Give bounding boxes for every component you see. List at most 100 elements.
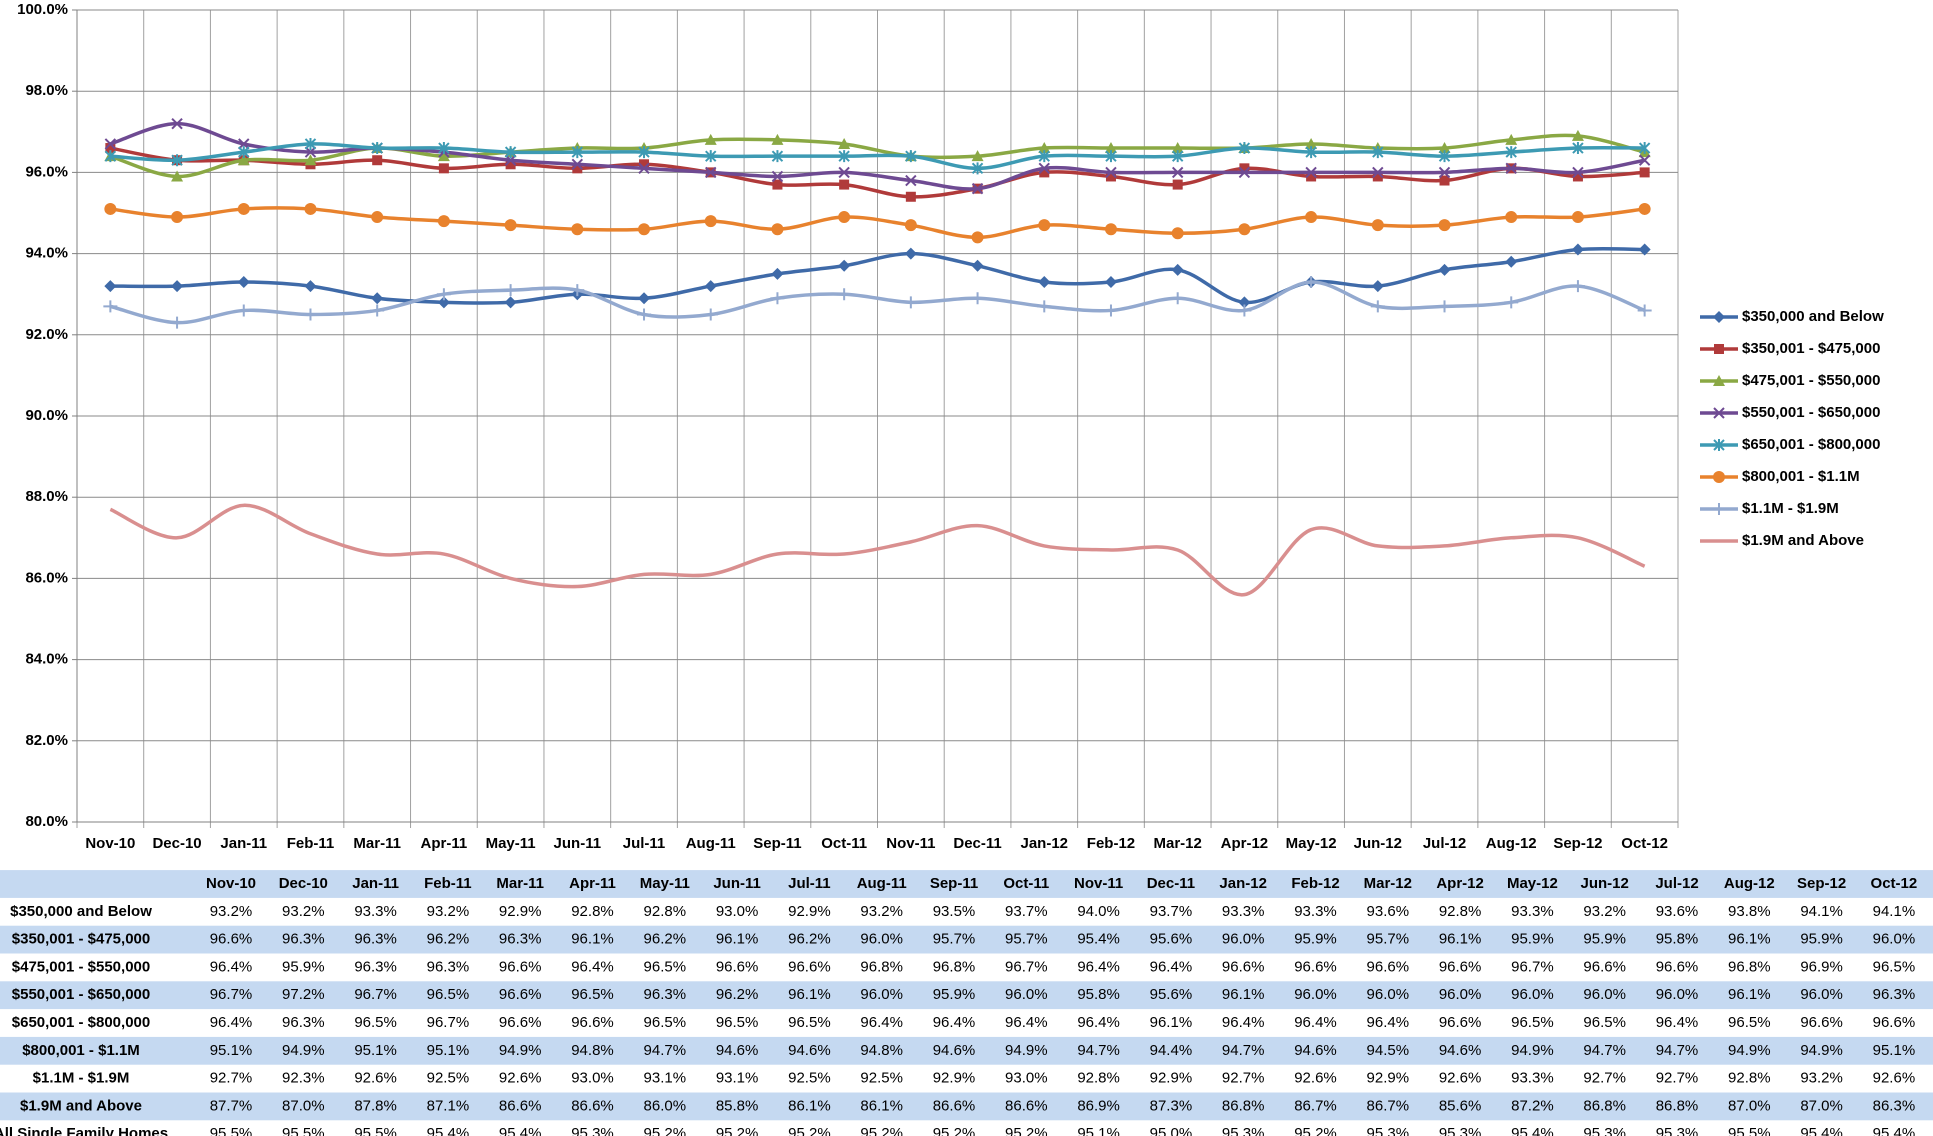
table-header: Mar-11: [496, 875, 544, 892]
legend-marker: [1714, 344, 1724, 354]
data-point: [304, 280, 317, 293]
table-cell: 96.6%: [499, 986, 542, 1003]
table-cell: 96.4%: [571, 958, 614, 975]
table-cell: 96.9%: [1800, 958, 1843, 975]
table-cell: 93.2%: [860, 903, 903, 920]
table-cell: 93.8%: [1728, 903, 1771, 920]
table-header: Jan-12: [1219, 875, 1267, 892]
legend-marker: [1712, 503, 1726, 515]
y-tick-label: 98.0%: [25, 82, 68, 99]
x-tick-label: Mar-12: [1154, 835, 1202, 852]
table-cell: 92.6%: [1873, 1070, 1916, 1087]
data-point: [770, 292, 785, 305]
data-point: [639, 159, 650, 170]
table-cell: 86.6%: [933, 1097, 976, 1114]
table-cell: 95.5%: [210, 1125, 253, 1136]
table-cell: 95.2%: [644, 1125, 687, 1136]
data-point: [971, 231, 984, 244]
table-cell: 87.0%: [1800, 1097, 1843, 1114]
table-cell: 85.8%: [716, 1097, 759, 1114]
table-cell: 96.1%: [1728, 931, 1771, 948]
x-tick-label: Feb-12: [1087, 835, 1135, 852]
data-point: [371, 292, 384, 305]
table-cell: 96.0%: [1222, 931, 1265, 948]
table-cell: 96.4%: [1656, 1014, 1699, 1031]
table-cell: 95.5%: [282, 1125, 325, 1136]
data-point: [371, 211, 384, 224]
table-cell: 92.9%: [1367, 1070, 1410, 1087]
series-line: [110, 206, 1645, 240]
table-row-bg: [0, 981, 1933, 1010]
table-row-bg: [0, 1092, 1933, 1121]
table-cell: 96.5%: [354, 1014, 397, 1031]
data-point: [171, 280, 184, 293]
data-point: [1171, 227, 1184, 240]
table-header: Dec-10: [279, 875, 328, 892]
table-cell: 96.6%: [571, 1014, 614, 1031]
table-cell: 96.6%: [1367, 958, 1410, 975]
table-cell: 95.1%: [354, 1042, 397, 1059]
table-cell: 96.8%: [1728, 958, 1771, 975]
x-tick-label: Dec-11: [953, 835, 1001, 852]
x-tick-label: Sep-11: [753, 835, 801, 852]
table-header: Jun-12: [1581, 875, 1629, 892]
data-point: [504, 146, 517, 159]
data-point: [171, 154, 183, 167]
y-tick-label: 96.0%: [25, 163, 68, 180]
data-point: [1504, 296, 1519, 309]
table-cell: 94.8%: [571, 1042, 614, 1059]
table-cell: 96.5%: [788, 1014, 831, 1031]
data-point: [437, 296, 450, 309]
legend-label: $650,001 - $800,000: [1742, 436, 1880, 453]
table-cell: 95.2%: [788, 1125, 831, 1136]
data-point: [1103, 304, 1118, 317]
table-row-label: $650,001 - $800,000: [12, 1014, 150, 1031]
data-point: [572, 163, 583, 174]
legend-label: $800,001 - $1.1M: [1742, 468, 1860, 485]
table-cell: 96.4%: [1294, 1014, 1337, 1031]
legend-marker: [1713, 311, 1725, 323]
table-cell: 87.8%: [354, 1097, 397, 1114]
y-tick-label: 100.0%: [17, 1, 68, 18]
table-cell: 96.0%: [1005, 986, 1048, 1003]
table-cell: 96.4%: [1150, 958, 1193, 975]
table-cell: 96.5%: [1583, 1014, 1626, 1031]
table-cell: 96.7%: [1005, 958, 1048, 975]
table-cell: 95.9%: [1583, 931, 1626, 948]
table-header-bg: [0, 870, 1933, 898]
table-cell: 95.1%: [427, 1042, 470, 1059]
data-point: [1172, 179, 1183, 190]
y-tick-label: 84.0%: [25, 651, 68, 668]
data-point: [571, 146, 584, 159]
data-point: [1104, 223, 1117, 236]
table-row-label: $1.1M - $1.9M: [33, 1070, 130, 1087]
table-cell: 92.8%: [644, 903, 687, 920]
data-point: [1572, 142, 1584, 155]
data-point: [1571, 129, 1584, 141]
data-point: [104, 138, 117, 150]
data-point: [838, 166, 850, 179]
series-line: [110, 246, 1645, 305]
data-point: [1639, 167, 1650, 178]
data-point: [1171, 263, 1184, 276]
data-point: [1572, 166, 1584, 179]
data-point: [1306, 171, 1317, 182]
data-point: [571, 158, 584, 170]
legend-label: $350,001 - $475,000: [1742, 340, 1880, 357]
data-point: [303, 308, 318, 321]
table-cell: 96.4%: [210, 958, 253, 975]
table-cell: 92.7%: [210, 1070, 253, 1087]
table-cell: 92.6%: [499, 1070, 542, 1087]
table-cell: 96.5%: [644, 1014, 687, 1031]
table-cell: 95.3%: [1367, 1125, 1410, 1136]
table-cell: 96.0%: [1439, 986, 1482, 1003]
y-tick-label: 88.0%: [25, 488, 68, 505]
table-cell: 93.3%: [1222, 903, 1265, 920]
data-point: [705, 166, 717, 179]
table-cell: 87.0%: [282, 1097, 325, 1114]
data-point: [771, 223, 784, 236]
data-point: [1305, 137, 1318, 149]
table-cell: 87.0%: [1728, 1097, 1771, 1114]
data-point: [771, 170, 784, 183]
data-point: [371, 142, 383, 155]
